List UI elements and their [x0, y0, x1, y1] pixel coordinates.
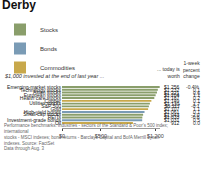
svg-text:$1,117: $1,117 — [165, 103, 180, 109]
svg-text:-0.8: -0.8 — [191, 114, 200, 120]
svg-text:Investment-grade bonds: Investment-grade bonds — [7, 117, 61, 123]
svg-text:$1,107: $1,107 — [164, 106, 180, 112]
svg-text:REITs: REITs — [48, 114, 62, 120]
svg-text:0.5: 0.5 — [193, 117, 200, 123]
svg-text:-0.1: -0.1 — [191, 103, 200, 109]
svg-text:0.1: 0.1 — [193, 87, 200, 93]
svg-text:$1,149: $1,149 — [164, 98, 180, 104]
svg-text:Technology stocks: Technology stocks — [20, 87, 61, 93]
svg-text:Asian stocks: Asian stocks — [33, 89, 62, 95]
svg-text:$1,043: $1,043 — [164, 112, 180, 118]
svg-text:Gold: Gold — [50, 106, 61, 112]
svg-text:Performance benchmarks: indust: Performance benchmarks: industries - sec… — [4, 123, 168, 151]
svg-text:Small-cap stocks: Small-cap stocks — [23, 111, 61, 117]
svg-text:$1,187: $1,187 — [164, 95, 180, 101]
svg-text:0.1: 0.1 — [193, 109, 200, 115]
svg-text:0.1: 0.1 — [193, 98, 200, 104]
svg-text:1.1: 1.1 — [193, 106, 200, 112]
svg-text:$0: $0 — [59, 133, 65, 139]
svg-text:High-yield bonds: High-yield bonds — [24, 109, 62, 115]
svg-text:$1,256: $1,256 — [164, 84, 180, 90]
svg-text:1-weekpercentchange: 1-weekpercentchange — [183, 60, 200, 79]
svg-text:Copper: Copper — [45, 98, 62, 104]
svg-text:Oil: Oil — [55, 120, 61, 126]
svg-text:Commodities: Commodities — [40, 65, 75, 71]
svg-text:1.1: 1.1 — [193, 92, 200, 98]
svg-text:0.2: 0.2 — [193, 95, 200, 101]
svg-text:$500: $500 — [95, 133, 107, 139]
svg-text:Bonds: Bonds — [40, 46, 57, 52]
svg-text:$1,130: $1,130 — [164, 101, 180, 107]
svg-text:$1,204: $1,204 — [164, 92, 180, 98]
svg-text:Emerging-market stocks: Emerging-market stocks — [7, 84, 61, 90]
svg-text:S&P 500: S&P 500 — [41, 103, 61, 109]
svg-text:0.0: 0.0 — [193, 120, 200, 126]
svg-text:Stocks: Stocks — [40, 27, 58, 33]
svg-text:Health care stocks: Health care stocks — [20, 95, 62, 101]
svg-text:$1,200: $1,200 — [147, 133, 164, 139]
svg-text:1.7: 1.7 — [193, 101, 200, 107]
svg-text:0.6: 0.6 — [193, 90, 200, 96]
svg-text:Utilities stocks: Utilities stocks — [29, 100, 61, 106]
svg-text:... today isworth: ... today isworth — [157, 66, 180, 79]
svg-text:Derby: Derby — [2, 0, 36, 12]
svg-text:$1,061: $1,061 — [164, 109, 180, 115]
svg-text:912: 912 — [171, 120, 180, 126]
svg-text:$1,033: $1,033 — [164, 114, 180, 120]
svg-text:$1,000 invested at the end of: $1,000 invested at the end of last year … — [4, 73, 104, 79]
svg-text:$1,031: $1,031 — [164, 117, 180, 123]
svg-text:-2.0: -2.0 — [191, 112, 200, 118]
svg-text:$1,232: $1,232 — [164, 87, 180, 93]
svg-text:$1,221: $1,221 — [164, 90, 180, 96]
svg-text:-0.4%: -0.4% — [186, 84, 200, 90]
svg-text:European stocks: European stocks — [24, 92, 62, 98]
